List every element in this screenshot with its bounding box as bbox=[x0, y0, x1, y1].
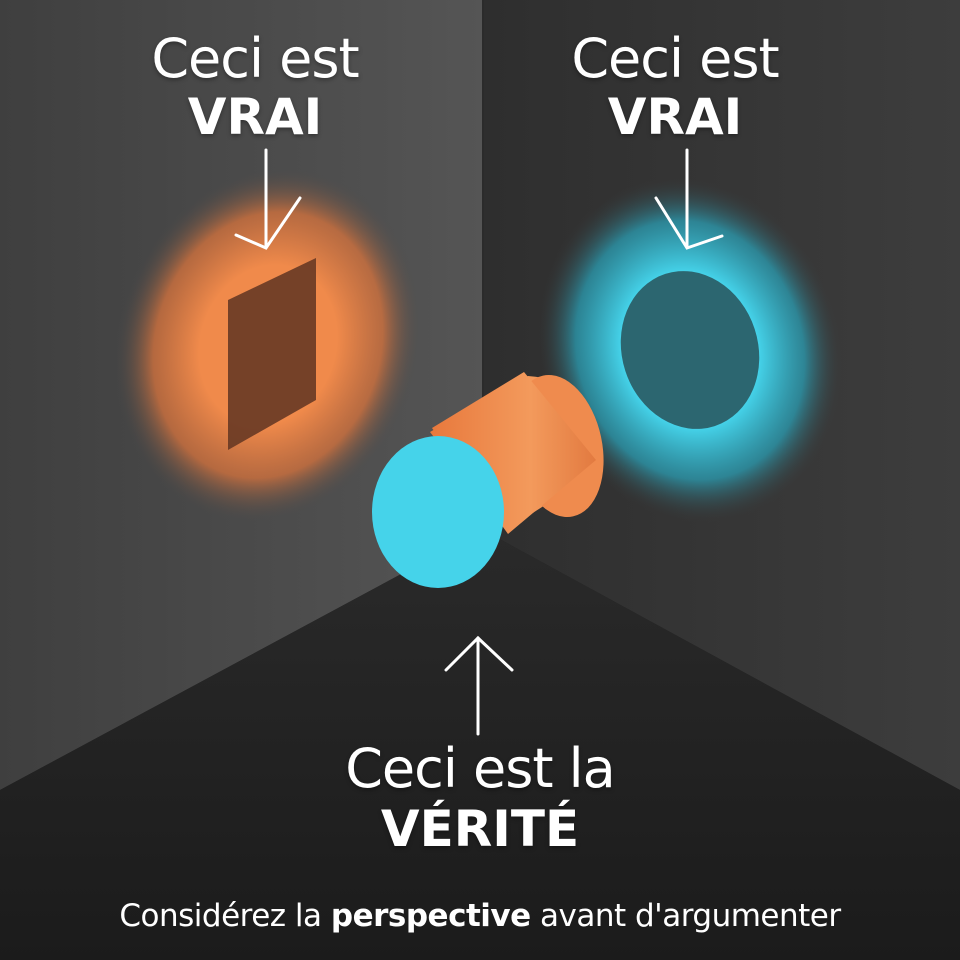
label-bottom-line2: VÉRITÉ bbox=[380, 800, 580, 858]
label-right-line1: Ceci est bbox=[571, 27, 779, 90]
caption-before: Considérez la bbox=[119, 898, 322, 934]
arrow-right-down bbox=[654, 148, 724, 250]
label-bottom: Ceci est la VÉRITÉ bbox=[250, 737, 710, 858]
label-left-line1: Ceci est bbox=[151, 27, 359, 90]
arrow-left-down bbox=[234, 148, 302, 250]
floor bbox=[0, 530, 960, 960]
label-right-line2: VRAI bbox=[607, 88, 743, 146]
caption-after: avant d'argumenter bbox=[540, 898, 841, 934]
label-bottom-line1: Ceci est la bbox=[345, 737, 616, 800]
caption-emphasis: perspective bbox=[330, 898, 531, 934]
label-right: Ceci est VRAI bbox=[505, 27, 845, 146]
caption: Considérez la perspective avant d'argume… bbox=[0, 898, 960, 934]
circle-shadow bbox=[620, 271, 760, 429]
label-left-line2: VRAI bbox=[187, 88, 323, 146]
cylinder bbox=[372, 372, 604, 588]
label-left: Ceci est VRAI bbox=[85, 27, 425, 146]
cylinder-face bbox=[372, 436, 504, 588]
rectangle-shadow bbox=[228, 258, 316, 450]
arrow-bottom-up bbox=[444, 635, 514, 736]
